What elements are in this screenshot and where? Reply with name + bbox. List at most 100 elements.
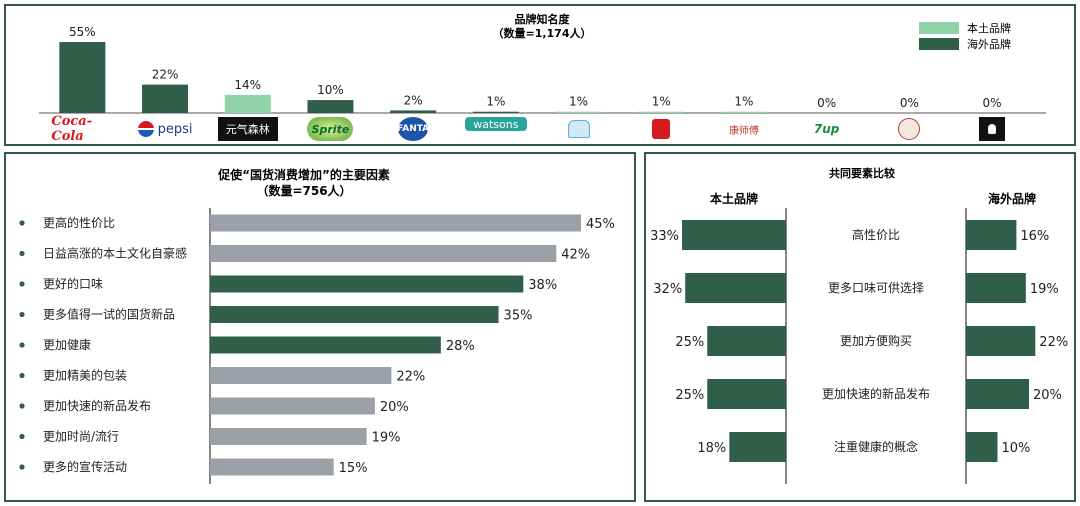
factor-bullet-icon	[19, 311, 25, 318]
brand-bar-fanta	[390, 110, 437, 113]
factor-bullet-icon	[19, 342, 25, 348]
comparison-category-label: 更加方便购买	[840, 333, 912, 348]
comparison-category-label: 更加快速的新品发布	[822, 386, 930, 401]
local-brand-value-label: 25%	[675, 388, 704, 403]
factor-bullet-icon	[19, 372, 25, 379]
factor-bullet-icon	[19, 403, 25, 409]
local-brand-bar	[682, 220, 786, 250]
foreign-brand-header: 海外品牌	[988, 191, 1036, 206]
legend: 本土品牌 海外品牌	[919, 21, 1011, 51]
factor-value-label: 42%	[561, 248, 590, 263]
logo-text: Sprite	[311, 122, 350, 136]
factor-value-label: 45%	[586, 217, 615, 232]
factor-category-label: 更加时尚/流行	[43, 430, 119, 444]
factor-value-label: 38%	[528, 278, 557, 293]
foreign-brand-bar	[966, 379, 1029, 409]
factor-category-label: 日益高涨的本土文化自豪感	[43, 246, 187, 261]
factor-category-label: 更多值得一试的国货新品	[43, 307, 175, 322]
local-brand-value-label: 33%	[650, 229, 679, 244]
foreign-brand-bar	[966, 432, 998, 462]
logo-text: 7up	[813, 122, 840, 136]
factor-bars: 更高的性价比 45% 日益高涨的本土文化自豪感 42% 更好的口味 38% 更多值得一试的国…	[19, 214, 615, 476]
factor-category-label: 更多的宣传活动	[43, 459, 127, 474]
brand-bar-sprite	[307, 100, 354, 113]
factor-bar	[210, 458, 334, 476]
coca-cola-logo: Coca-Cola	[51, 114, 113, 144]
brand-bar-label: 22%	[152, 68, 179, 82]
factor-bullet-icon	[19, 220, 25, 226]
genki-forest-logo: 元气森林	[217, 117, 278, 141]
factor-category-label: 更高的性价比	[43, 215, 115, 230]
jianlibao-logo	[650, 117, 672, 141]
comparison-bars: 33% 16% 高性价比 32% 19% 更多口味可供选择 25% 22% 更加方便购买 25% 2…	[650, 220, 1068, 462]
watsons-logo: watsons	[464, 117, 527, 131]
brand-bar-watsons	[472, 111, 519, 113]
factor-category-label: 更好的口味	[43, 276, 103, 291]
black-bottle-logo	[979, 117, 1006, 141]
brand-awareness-title: 品牌知名度	[515, 12, 571, 26]
foreign-brand-bar	[966, 273, 1026, 303]
brand-bar-元气森林	[224, 94, 271, 113]
brand-bar-label: 10%	[317, 83, 344, 97]
brand-awareness-chart: 品牌知名度 （数量=1,174人） 本土品牌 海外品牌 55% 22% 14% 10%…	[39, 12, 1046, 114]
factors-chart: 促使“国货消费增加”的主要因素 （数量=756人） 更高的性价比 45% 日益高涨的…	[19, 167, 615, 484]
legend-label-foreign: 海外品牌	[967, 37, 1011, 51]
factor-value-label: 35%	[504, 309, 533, 324]
legend-swatch-foreign	[919, 38, 959, 50]
7up-logo: 7up	[812, 117, 842, 141]
local-brand-value-label: 25%	[675, 335, 704, 350]
brand-bar-pepsi	[142, 84, 189, 113]
factor-value-label: 20%	[380, 400, 409, 415]
brand-bar-label: 0%	[900, 96, 919, 110]
factor-value-label: 22%	[396, 370, 425, 385]
comparison-title: 共同要素比较	[829, 166, 895, 180]
factor-bar	[210, 306, 499, 323]
factor-bar	[210, 245, 557, 262]
foreign-brand-value-label: 22%	[1039, 335, 1068, 350]
logo-text: FANTA	[397, 124, 430, 134]
logo-text: Coca-Cola	[51, 114, 93, 144]
brand-awareness-panel: 品牌知名度 （数量=1,174人） 本土品牌 海外品牌 55% 22% 14% 10%…	[4, 4, 1076, 146]
local-brand-bar	[707, 326, 786, 356]
brand-bar-jianlibao	[638, 111, 685, 113]
brand-bar-label: 14%	[234, 78, 261, 92]
brand-bar-label: 0%	[983, 96, 1002, 110]
factor-bullet-icon	[19, 281, 25, 287]
factor-bar	[210, 336, 441, 354]
brand-bar-bingquan	[555, 111, 602, 113]
foreign-brand-value-label: 16%	[1020, 229, 1049, 244]
legend-swatch-local	[919, 22, 959, 34]
factor-value-label: 15%	[339, 461, 368, 476]
brand-bar-label: 2%	[404, 93, 423, 107]
foreign-brand-value-label: 10%	[1002, 441, 1031, 456]
comparison-category-label: 更多口味可供选择	[828, 281, 924, 295]
arctic-ocean-logo	[896, 117, 922, 141]
comparison-panel: 共同要素比较 本土品牌 海外品牌 33% 16% 高性价比 32% 19% 更多口味可供选…	[644, 152, 1076, 502]
comparison-chart: 共同要素比较 本土品牌 海外品牌 33% 16% 高性价比 32% 19% 更多口味可供选…	[650, 166, 1068, 484]
local-brand-bar	[707, 379, 786, 409]
logo-text: 康师傅	[728, 125, 759, 137]
logo-text: pepsi	[157, 121, 193, 137]
brand-bar-label: 0%	[817, 96, 836, 110]
factor-bar	[210, 428, 367, 445]
factor-bar	[210, 367, 392, 384]
pepsi-logo: pepsi	[134, 117, 196, 141]
legend-label-local: 本土品牌	[967, 21, 1011, 35]
foreign-brand-value-label: 20%	[1033, 388, 1062, 403]
factor-bullet-icon	[19, 464, 25, 470]
sprite-logo: Sprite	[307, 117, 354, 141]
brand-bar-label: 1%	[486, 95, 505, 109]
local-brand-value-label: 18%	[697, 441, 726, 456]
factor-bullet-icon	[19, 250, 25, 257]
kangshifu-logo: 康师傅	[719, 117, 769, 141]
foreign-brand-bar	[966, 326, 1036, 356]
local-brand-header: 本土品牌	[710, 191, 758, 206]
factor-bar	[210, 275, 524, 293]
comparison-category-label: 高性价比	[852, 227, 900, 242]
factor-bar	[210, 397, 375, 415]
foreign-brand-bar	[966, 220, 1017, 250]
fanta-logo: FANTA	[397, 117, 430, 141]
comparison-category-label: 注重健康的概念	[834, 439, 918, 454]
brand-bar-label: 55%	[69, 25, 96, 39]
factor-value-label: 28%	[446, 339, 475, 354]
